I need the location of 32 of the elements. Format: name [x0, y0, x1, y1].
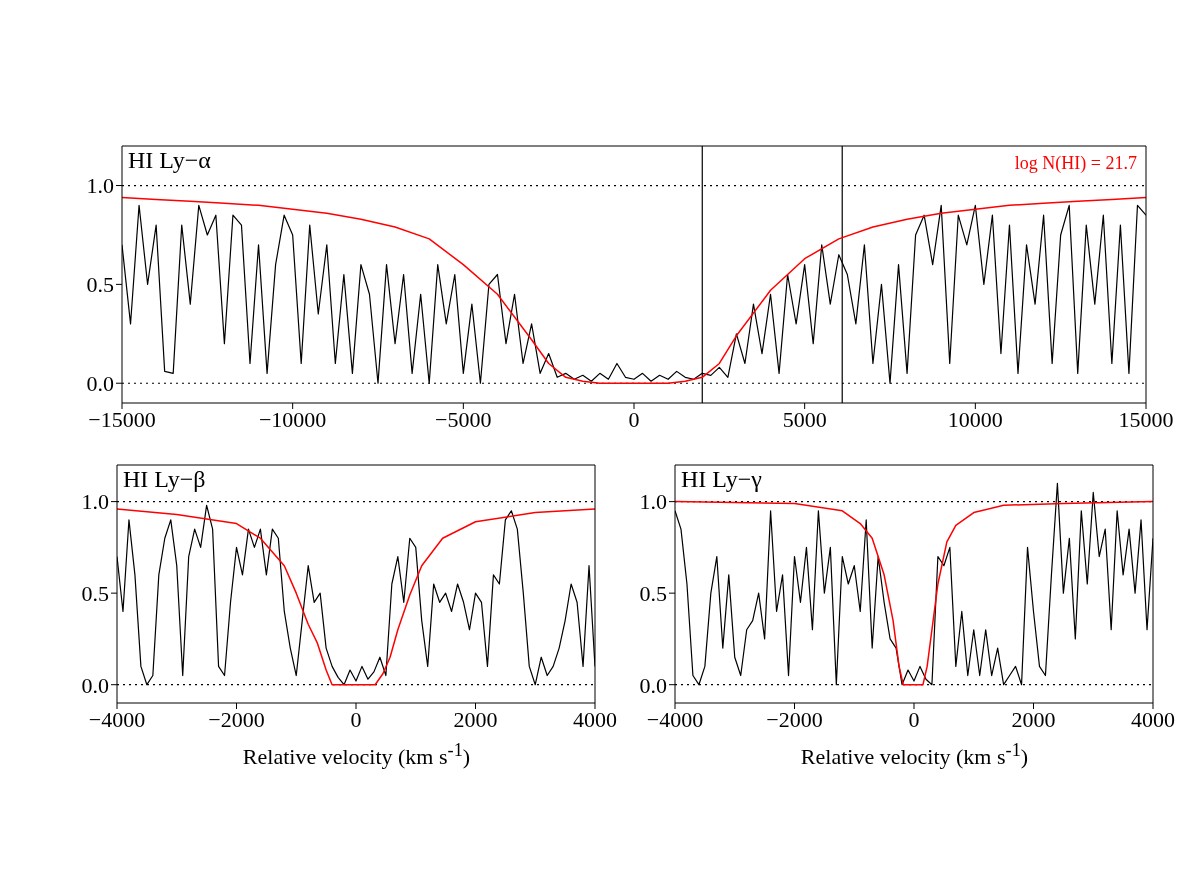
x-tick-label: 0 [908, 706, 920, 732]
annotation: HI Ly−γ [681, 466, 762, 493]
y-tick-label: 0.0 [81, 672, 109, 698]
x-tick-label: 4000 [1131, 706, 1175, 732]
x-tick-label: −2000 [208, 706, 265, 732]
annotation: HI Ly−β [123, 466, 206, 493]
y-tick-label: 0.5 [639, 580, 667, 606]
x-tick-label: −10000 [258, 406, 327, 432]
x-tick-label: 0 [628, 406, 640, 432]
x-axis-title: Relative velocity (km s$^{-1}$) [241, 740, 472, 771]
y-tick-label: 0.0 [86, 371, 114, 397]
y-tick-label: 0.0 [639, 672, 667, 698]
x-tick-label: −4000 [646, 706, 704, 732]
y-tick-label: 1.0 [639, 489, 667, 515]
x-axis-title: Relative velocity (km s$^{-1}$) [799, 740, 1030, 771]
y-tick-label: 1.0 [81, 489, 109, 515]
x-tick-label: 5000 [782, 406, 827, 432]
x-tick-label: −2000 [766, 706, 823, 732]
y-tick-label: 0.5 [81, 580, 109, 606]
annotation: log N(HI) = 21.7 [1014, 153, 1137, 174]
x-tick-label: −4000 [88, 706, 146, 732]
x-tick-label: 0 [350, 706, 362, 732]
x-tick-label: 10000 [947, 406, 1003, 432]
x-tick-label: 4000 [573, 706, 617, 732]
x-tick-label: −15000 [88, 406, 156, 432]
y-tick-label: 1.0 [86, 173, 114, 199]
x-tick-label: −5000 [435, 406, 492, 432]
x-tick-label: 2000 [1011, 706, 1056, 732]
y-tick-label: 0.5 [86, 272, 114, 298]
annotation: HI Ly−α [128, 147, 211, 174]
x-tick-label: 15000 [1118, 406, 1174, 432]
x-tick-label: 2000 [453, 706, 498, 732]
